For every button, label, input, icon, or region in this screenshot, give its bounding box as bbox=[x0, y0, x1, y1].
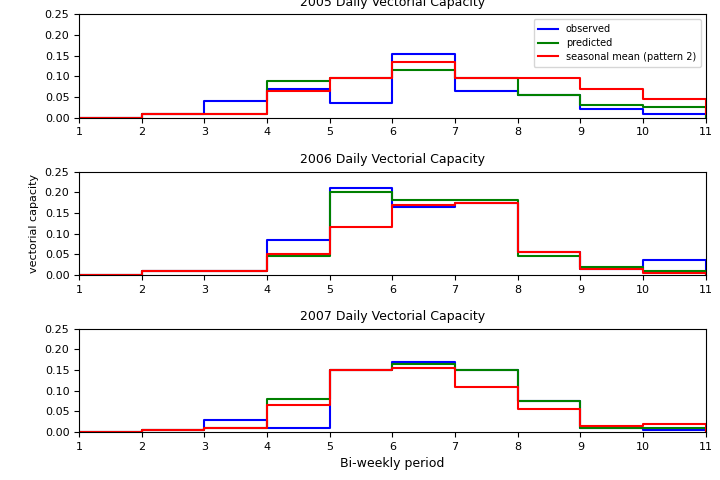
seasonal mean (pattern 2) bbox=[388, 76, 397, 82]
predicted bbox=[325, 76, 334, 82]
observed bbox=[639, 107, 647, 112]
Title: 2005 Daily Vectorial Capacity: 2005 Daily Vectorial Capacity bbox=[300, 0, 485, 9]
observed bbox=[513, 88, 522, 94]
seasonal mean (pattern 2) bbox=[200, 111, 209, 117]
observed bbox=[639, 111, 647, 117]
observed bbox=[200, 111, 209, 117]
observed bbox=[325, 86, 334, 92]
observed bbox=[388, 100, 397, 106]
seasonal mean (pattern 2) bbox=[263, 88, 271, 94]
seasonal mean (pattern 2) bbox=[325, 88, 334, 94]
observed bbox=[200, 98, 209, 104]
predicted bbox=[200, 111, 209, 117]
seasonal mean (pattern 2) bbox=[138, 115, 146, 120]
observed bbox=[75, 115, 84, 120]
observed bbox=[138, 111, 146, 117]
predicted bbox=[513, 92, 522, 98]
seasonal mean (pattern 2) bbox=[639, 86, 647, 92]
predicted bbox=[639, 103, 647, 108]
observed bbox=[263, 86, 271, 92]
predicted bbox=[451, 76, 459, 82]
predicted bbox=[701, 115, 710, 120]
Legend: observed, predicted, seasonal mean (pattern 2): observed, predicted, seasonal mean (patt… bbox=[534, 19, 701, 67]
seasonal mean (pattern 2) bbox=[576, 86, 585, 92]
observed bbox=[576, 92, 585, 98]
Line: predicted: predicted bbox=[79, 70, 720, 118]
predicted bbox=[576, 92, 585, 98]
seasonal mean (pattern 2) bbox=[451, 59, 459, 65]
predicted bbox=[388, 67, 397, 73]
Line: seasonal mean (pattern 2): seasonal mean (pattern 2) bbox=[79, 62, 720, 118]
observed bbox=[576, 107, 585, 112]
seasonal mean (pattern 2) bbox=[263, 111, 271, 117]
seasonal mean (pattern 2) bbox=[75, 115, 84, 120]
predicted bbox=[75, 115, 84, 120]
seasonal mean (pattern 2) bbox=[138, 111, 146, 117]
seasonal mean (pattern 2) bbox=[325, 76, 334, 82]
seasonal mean (pattern 2) bbox=[200, 111, 209, 117]
predicted bbox=[388, 76, 397, 82]
observed bbox=[701, 111, 710, 117]
seasonal mean (pattern 2) bbox=[576, 76, 585, 82]
observed bbox=[388, 51, 397, 57]
seasonal mean (pattern 2) bbox=[701, 111, 710, 117]
observed bbox=[263, 98, 271, 104]
predicted bbox=[263, 111, 271, 117]
observed bbox=[451, 51, 459, 57]
predicted bbox=[576, 103, 585, 108]
seasonal mean (pattern 2) bbox=[513, 76, 522, 82]
predicted bbox=[639, 105, 647, 110]
observed bbox=[701, 115, 710, 120]
seasonal mean (pattern 2) bbox=[701, 96, 710, 102]
predicted bbox=[701, 105, 710, 110]
seasonal mean (pattern 2) bbox=[451, 76, 459, 82]
Y-axis label: vectorial capacity: vectorial capacity bbox=[30, 174, 39, 273]
seasonal mean (pattern 2) bbox=[513, 76, 522, 82]
observed bbox=[325, 100, 334, 106]
predicted bbox=[451, 67, 459, 73]
observed bbox=[451, 88, 459, 94]
observed bbox=[138, 115, 146, 120]
predicted bbox=[138, 111, 146, 117]
Line: observed: observed bbox=[79, 54, 720, 118]
predicted bbox=[200, 111, 209, 117]
seasonal mean (pattern 2) bbox=[639, 96, 647, 102]
predicted bbox=[138, 115, 146, 120]
predicted bbox=[263, 78, 271, 84]
seasonal mean (pattern 2) bbox=[388, 59, 397, 65]
X-axis label: Bi-weekly period: Bi-weekly period bbox=[341, 457, 444, 470]
Title: 2006 Daily Vectorial Capacity: 2006 Daily Vectorial Capacity bbox=[300, 153, 485, 166]
predicted bbox=[325, 78, 334, 84]
Title: 2007 Daily Vectorial Capacity: 2007 Daily Vectorial Capacity bbox=[300, 310, 485, 324]
observed bbox=[513, 92, 522, 98]
predicted bbox=[513, 76, 522, 82]
